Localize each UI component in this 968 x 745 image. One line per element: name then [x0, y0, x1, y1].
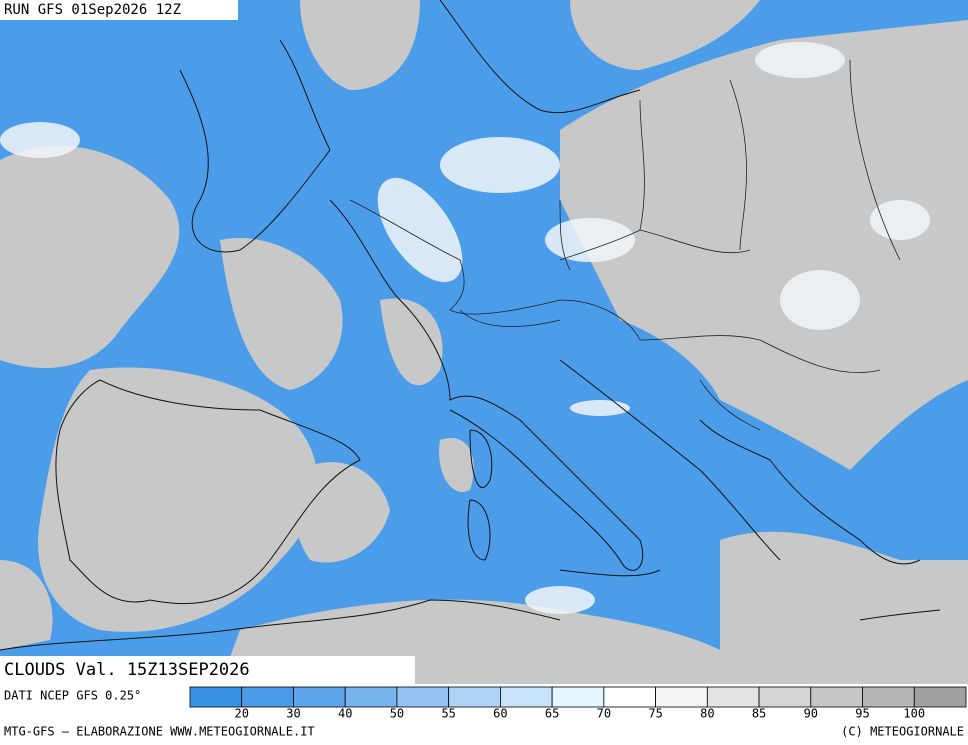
legend-label: 80 [700, 707, 714, 721]
legend-label: 60 [493, 707, 507, 721]
run-label: RUN GFS 01Sep2026 12Z [4, 2, 181, 18]
legend-label: 85 [752, 707, 766, 721]
legend-label: 100 [903, 707, 925, 721]
legend-swatch [344, 686, 398, 708]
legend-swatch [810, 686, 863, 708]
legend-swatch [396, 686, 450, 708]
color-legend: 20 30 40 50 55 60 65 70 75 80 85 90 95 100 [189, 686, 967, 721]
title-box [0, 656, 415, 684]
legend-swatch [293, 686, 346, 708]
run-box [0, 0, 238, 20]
legend-swatch [448, 686, 501, 708]
map-title: CLOUDS Val. 15Z13SEP2026 [4, 660, 250, 680]
legend-swatch [499, 686, 553, 708]
legend-swatch [758, 686, 812, 708]
legend-label: 95 [855, 707, 869, 721]
legend-swatch [862, 686, 915, 708]
source-label: DATI NCEP GFS 0.25° [4, 689, 141, 703]
footer-right: (C) METEOGIORNALE [841, 725, 964, 739]
coastline [0, 0, 941, 651]
footer-left: MTG-GFS — ELABORAZIONE WWW.METEOGIORNALE… [4, 725, 315, 739]
legend-swatch [706, 686, 760, 708]
legend-swatch [241, 686, 294, 708]
legend-label: 75 [648, 707, 662, 721]
legend-label: 50 [390, 707, 404, 721]
legend-swatch [655, 686, 708, 708]
legend-swatch [913, 686, 967, 708]
legend-swatch [551, 686, 605, 708]
legend-swatch [603, 686, 656, 708]
legend-label: 90 [804, 707, 818, 721]
map: RUN GFS 01Sep2026 12Z CLOUDS Val. 15Z13S… [0, 0, 968, 684]
legend-label: 20 [235, 707, 249, 721]
legend-label: 70 [597, 707, 611, 721]
cloud-cover [0, 0, 968, 684]
legend-label: 30 [286, 707, 300, 721]
legend-label: 55 [441, 707, 455, 721]
legend-label: 40 [338, 707, 352, 721]
legend-swatch [189, 686, 243, 708]
borders [349, 59, 901, 431]
legend-label: 65 [545, 707, 559, 721]
cloud-highlights [0, 42, 930, 614]
